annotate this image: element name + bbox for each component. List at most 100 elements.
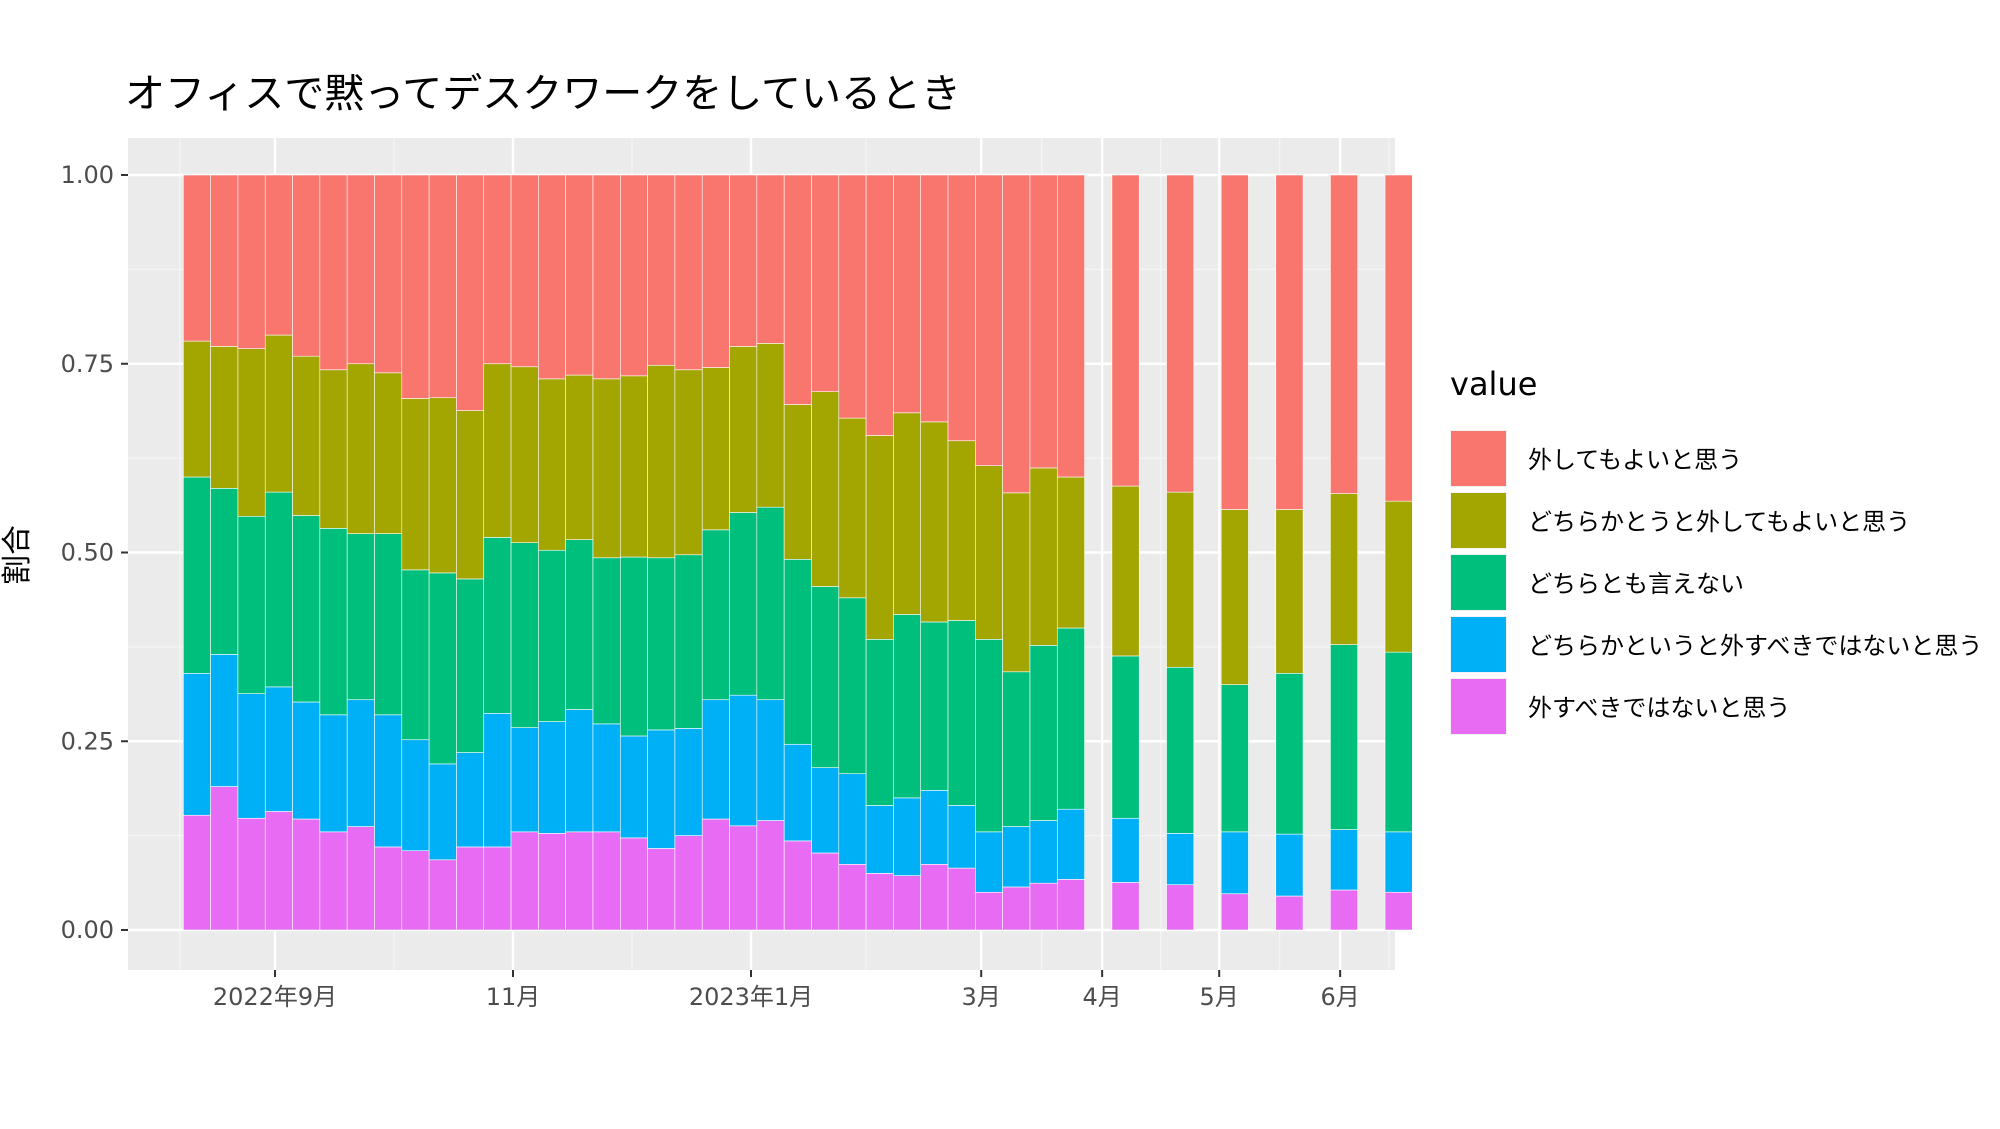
bar-segment [374,714,403,848]
bar-segment [483,174,512,365]
bar-segment [1330,889,1359,931]
bar-segment [783,404,812,560]
bar-segment [1002,671,1031,827]
bar-segment [346,174,375,365]
x-tick-label: 11月 [486,983,541,1011]
bar-segment [783,840,812,931]
bar-segment [346,533,375,701]
legend-label: 外してもよいと思う [1528,446,1742,474]
bar-segment [428,397,457,574]
bar-segment [865,873,894,931]
bar-segment [1029,174,1058,469]
bar-segment [237,515,266,694]
bar-segment [210,346,239,489]
bar-segment [592,557,621,725]
chart-title: オフィスで黙ってデスクワークをしているとき [125,71,961,117]
bar-segment [701,367,730,531]
bar-segment [1220,174,1249,510]
bar-segment [701,818,730,931]
plot-panel: 0.00 0.25 0.50 0.75 1.00 2022年9月 11月 2023年1月 3月 4… [61,138,1413,1011]
bar-segment [428,763,457,861]
bar-segment [183,174,211,342]
bar-segment [292,515,321,703]
bar-segment [865,435,894,640]
bar-segment [674,174,703,371]
bar-segment [1166,174,1195,493]
bar-segment [647,848,676,931]
bar-segment [893,174,922,414]
bar-segment [1111,655,1140,819]
bar-segment [920,790,949,865]
y-tick-label: 0.50 [61,539,114,567]
bar-segment [975,891,1003,931]
bar-segment [729,512,758,696]
bar-segment [510,174,539,368]
bar-segment [456,846,485,931]
bar-segment [838,174,867,419]
bar-segment [1002,826,1031,888]
bar-segment [264,491,293,688]
bar-segment [565,539,594,710]
bar-segment [292,355,321,516]
bar-segment [838,864,867,931]
bar-segment [210,786,239,931]
bar-segment [292,818,321,931]
bar-segment [237,817,266,931]
bar-segment [756,820,785,931]
bar-segment [264,686,293,812]
legend-label: どちらかというと外すべきではないと思う [1528,632,1982,660]
bar-segment [183,476,211,674]
bar-segment [619,837,648,931]
bar-segment [237,348,266,517]
bar-segment [783,558,812,745]
bar-segment [756,699,785,821]
bar-segment [947,620,976,806]
legend: value 外してもよいと思うどちらかとうと外してもよいと思うどちらとも言えないど… [1450,365,1982,735]
bar-segment [483,363,512,538]
bar-segment [1275,833,1304,897]
bar-segment [1330,644,1359,830]
legend-key-swatch [1451,679,1506,734]
legend-key-swatch [1451,617,1506,672]
bar-segment [1111,485,1140,657]
bar-segment [1056,174,1085,478]
legend-title: value [1450,365,1537,403]
bar-segment [865,805,894,874]
bar-segment [538,549,566,722]
x-tick-label: 4月 [1083,983,1122,1011]
legend-label: どちらとも言えない [1528,570,1744,598]
bar-segment [510,366,539,543]
bar-segment [619,735,648,839]
bar-segment [756,174,785,344]
bar-segment [237,174,266,349]
bar-segment [947,867,976,931]
bar-segment [729,825,758,931]
bar-segment [1056,808,1085,880]
bar-segment [1111,174,1140,487]
bar-segment [1111,882,1140,931]
bar-segment [264,334,293,493]
bar-segment [701,174,730,368]
bar-segment [346,363,375,534]
bar-segment [592,174,621,380]
bar-segment [619,375,648,558]
bar-segment [592,831,621,931]
bar-segment [1166,491,1195,668]
bar-segment [319,831,348,931]
y-tick-label: 0.75 [61,350,114,378]
bar-segment [893,797,922,876]
bar-segment [592,378,621,559]
legend-label: どちらかとうと外してもよいと思う [1528,508,1910,536]
bar-segment [647,729,676,849]
bar-segment [893,875,922,931]
bar-segment [346,699,375,827]
bar-segment [565,374,594,540]
x-tick-label: 2022年9月 [213,983,337,1011]
bar-segment [920,621,949,791]
bar-segment [811,174,840,392]
bar-segment [401,398,430,571]
bar-segment [428,174,457,399]
bar-segment [1275,509,1304,674]
bar-segment [510,542,539,728]
